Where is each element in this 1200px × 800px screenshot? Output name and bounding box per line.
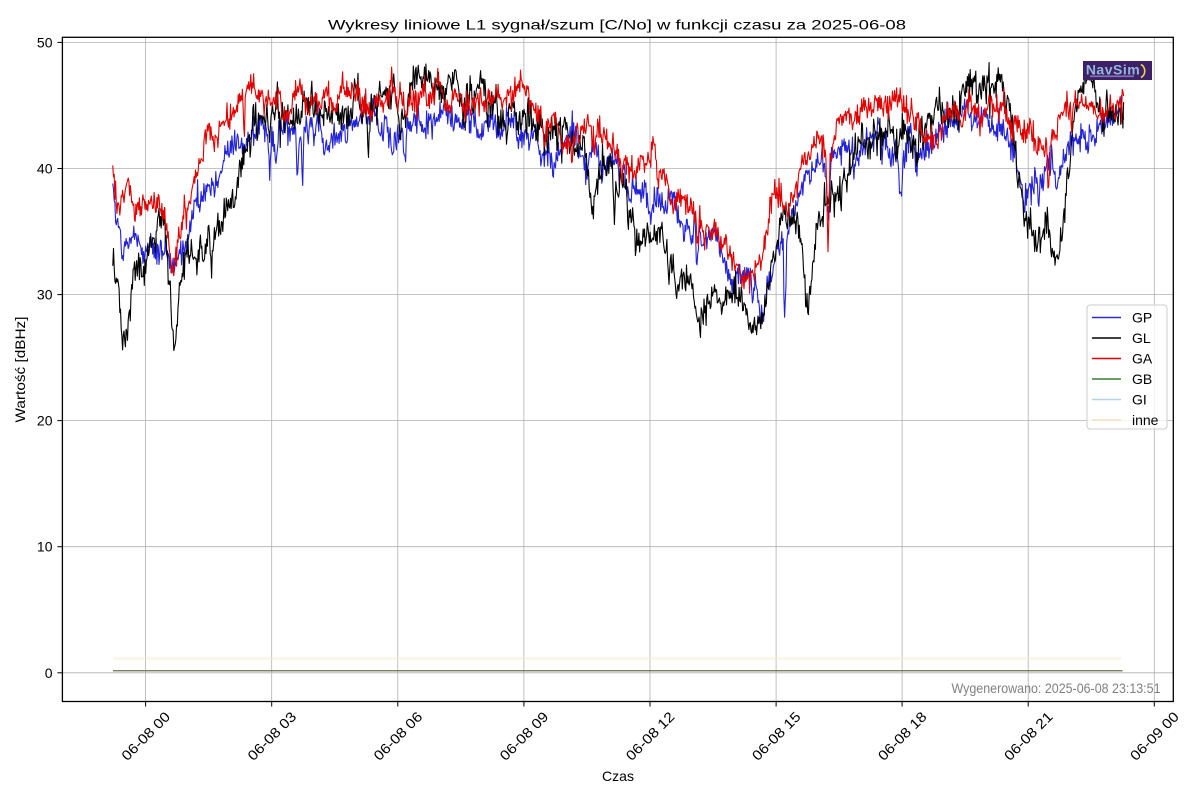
- svg-text:Wygenerowano: 2025-06-08 23:13: Wygenerowano: 2025-06-08 23:13:51: [952, 680, 1161, 696]
- svg-text:GI: GI: [1132, 392, 1147, 408]
- svg-text:inne: inne: [1132, 412, 1159, 428]
- svg-text:Czas: Czas: [602, 768, 634, 784]
- svg-text:06-08 06: 06-08 06: [370, 708, 425, 763]
- svg-text:GA: GA: [1132, 351, 1153, 367]
- svg-text:06-08 03: 06-08 03: [244, 708, 299, 763]
- svg-text:06-08 12: 06-08 12: [622, 708, 677, 763]
- svg-text:NavSim: NavSim: [1086, 62, 1140, 78]
- svg-text:50: 50: [37, 34, 53, 50]
- svg-text:06-08 21: 06-08 21: [1001, 708, 1056, 763]
- svg-text:06-08 09: 06-08 09: [496, 708, 551, 763]
- svg-text:40: 40: [37, 161, 53, 177]
- svg-text:Wartość [dBHz]: Wartość [dBHz]: [12, 317, 28, 423]
- svg-text:06-08 18: 06-08 18: [875, 708, 930, 763]
- svg-text:GB: GB: [1132, 371, 1152, 387]
- svg-text:0: 0: [45, 665, 53, 681]
- svg-text:GL: GL: [1132, 330, 1151, 346]
- svg-text:GP: GP: [1132, 310, 1152, 326]
- svg-text:Wykresy liniowe L1 sygnał/szum: Wykresy liniowe L1 sygnał/szum [C/No] w …: [328, 17, 906, 33]
- svg-text:06-08 15: 06-08 15: [749, 708, 804, 763]
- svg-text:30: 30: [37, 287, 53, 303]
- svg-text:10: 10: [37, 539, 53, 555]
- svg-text:06-08 00: 06-08 00: [118, 708, 173, 763]
- svg-text:20: 20: [37, 413, 53, 429]
- svg-text:06-09 00: 06-09 00: [1127, 708, 1182, 763]
